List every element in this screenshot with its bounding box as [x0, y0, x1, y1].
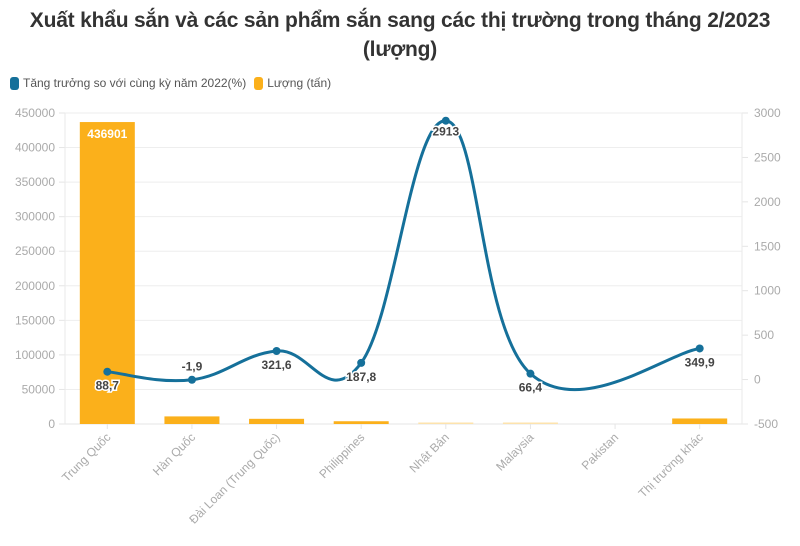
- x-tick-label: Thị trường khác: [636, 430, 706, 500]
- x-tick-label: Pakistan: [579, 430, 621, 472]
- chart-title: Xuất khẩu sắn và các sản phẩm sắn sang c…: [0, 6, 800, 64]
- legend-swatch-growth-icon: [10, 76, 19, 90]
- bar-value-label: 436901: [87, 127, 127, 141]
- chart-title-line1: Xuất khẩu sắn và các sản phẩm sắn sang c…: [29, 9, 771, 32]
- line-value-label: 66,4: [519, 381, 543, 395]
- line-value-label: -1,9: [182, 360, 203, 374]
- y-left-tick-label: 450000: [15, 106, 55, 120]
- line-point: [103, 367, 112, 376]
- x-tick-label: Hàn Quốc: [150, 430, 198, 478]
- bar-1: [164, 416, 220, 424]
- legend-item-growth[interactable]: Tăng trưởng so với cùng kỳ năm 2022(%): [10, 76, 246, 90]
- chart-title-line2: (lượng): [362, 38, 438, 61]
- y-left-tick-label: 100000: [15, 348, 55, 362]
- bar-5: [502, 422, 558, 424]
- line-point: [187, 375, 196, 384]
- y-right-tick-label: 3000: [754, 106, 781, 120]
- bar-2: [249, 418, 305, 424]
- line-point: [357, 358, 366, 367]
- y-left-tick-label: 300000: [15, 210, 55, 224]
- line-value-label: 88,7: [96, 379, 120, 393]
- x-tick-label: Nhật Bản: [407, 430, 452, 475]
- y-right-tick-label: 500: [754, 328, 774, 342]
- legend-label-volume: Lượng (tấn): [267, 76, 332, 90]
- line-value-label: 349,9: [685, 355, 715, 369]
- x-tick-label: Philippines: [316, 430, 367, 481]
- bar-4: [418, 422, 474, 424]
- y-right-tick-label: 0: [754, 373, 761, 387]
- y-left-tick-label: 50000: [22, 382, 56, 396]
- x-tick-label: Đài Loan (Trung Quốc): [186, 430, 282, 526]
- y-left-tick-label: 200000: [15, 279, 55, 293]
- line-point: [272, 346, 281, 355]
- bar-3: [333, 421, 389, 424]
- legend: Tăng trưởng so với cùng kỳ năm 2022(%) L…: [10, 76, 331, 90]
- y-right-tick-label: 2500: [754, 150, 781, 164]
- y-right-tick-label: 1500: [754, 239, 781, 253]
- y-left-tick-label: 250000: [15, 244, 55, 258]
- line-value-label: 321,6: [262, 358, 292, 372]
- legend-swatch-volume-icon: [254, 76, 264, 90]
- bar-7: [672, 418, 728, 424]
- line-value-label: 2913: [432, 125, 459, 139]
- y-left-tick-label: 400000: [15, 141, 55, 155]
- line-point: [695, 344, 704, 353]
- line-value-label: 187,8: [346, 370, 376, 384]
- y-right-tick-label: 1000: [754, 284, 781, 298]
- x-tick-label: Trung Quốc: [59, 430, 113, 484]
- legend-label-growth: Tăng trưởng so với cùng kỳ năm 2022(%): [23, 76, 247, 90]
- growth-line: [107, 119, 700, 392]
- y-left-tick-label: 150000: [15, 313, 55, 327]
- y-right-tick-label: 2000: [754, 195, 781, 209]
- bar-0: [79, 122, 135, 425]
- legend-item-volume[interactable]: Lượng (tấn): [254, 76, 331, 90]
- x-tick-label: Malaysia: [493, 430, 537, 474]
- y-left-tick-label: 0: [48, 417, 55, 431]
- line-point: [441, 116, 450, 125]
- line-point: [526, 369, 535, 378]
- y-right-tick-label: -500: [754, 417, 778, 431]
- y-left-tick-label: 350000: [15, 175, 55, 189]
